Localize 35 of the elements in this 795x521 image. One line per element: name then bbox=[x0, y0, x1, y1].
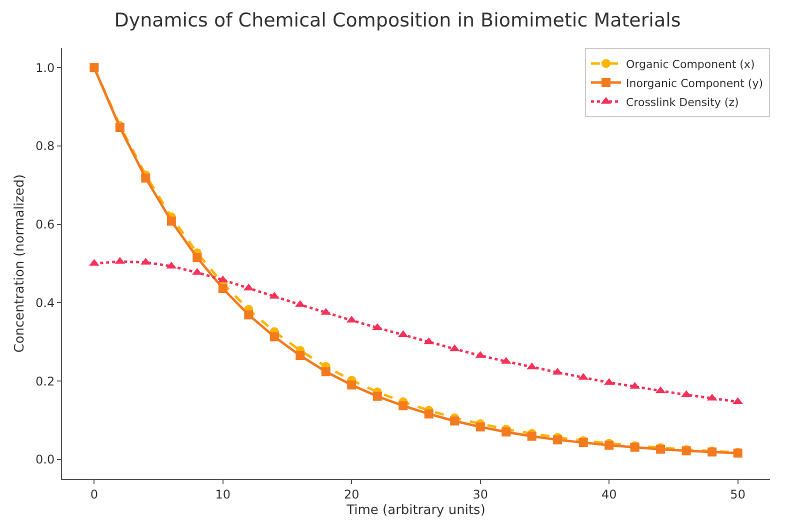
legend-label: Crosslink Density (z) bbox=[626, 96, 739, 109]
x-tick-label: 0 bbox=[90, 487, 98, 502]
x-tick-label: 20 bbox=[344, 487, 360, 502]
point bbox=[502, 427, 511, 436]
y-tick-label: 0.6 bbox=[36, 218, 55, 232]
x-axis-title: Time (arbitrary units) bbox=[346, 503, 486, 518]
point bbox=[296, 351, 305, 360]
legend-label: Organic Component (x) bbox=[626, 58, 755, 71]
x-tick-label: 30 bbox=[472, 487, 488, 502]
y-axis-title: Concentration (normalized) bbox=[12, 174, 28, 353]
y-tick-label: 0.0 bbox=[36, 452, 55, 467]
point bbox=[424, 409, 434, 418]
point bbox=[398, 401, 408, 410]
legend-label: Inorganic Component (y) bbox=[626, 76, 764, 90]
point bbox=[166, 216, 176, 226]
point bbox=[244, 310, 254, 320]
point bbox=[450, 416, 460, 426]
point bbox=[192, 253, 202, 262]
x-tick-label: 40 bbox=[601, 487, 617, 502]
y-tick-label: 1.0 bbox=[36, 60, 55, 75]
point bbox=[321, 367, 330, 376]
point bbox=[372, 392, 382, 401]
x-tick-label: 10 bbox=[215, 487, 231, 502]
x-tick-label: 50 bbox=[730, 487, 746, 502]
point bbox=[476, 422, 485, 432]
point bbox=[218, 284, 228, 294]
point bbox=[270, 332, 279, 342]
point bbox=[347, 380, 356, 390]
y-tick-label: 0.8 bbox=[36, 139, 55, 154]
point bbox=[553, 435, 562, 444]
y-tick-label: 0.4 bbox=[36, 296, 55, 310]
point bbox=[527, 432, 536, 441]
y-tick-label: 0.2 bbox=[36, 374, 55, 388]
chart-title: Dynamics of Chemical Composition in Biomimetic Materials bbox=[114, 9, 681, 32]
point bbox=[141, 174, 150, 183]
